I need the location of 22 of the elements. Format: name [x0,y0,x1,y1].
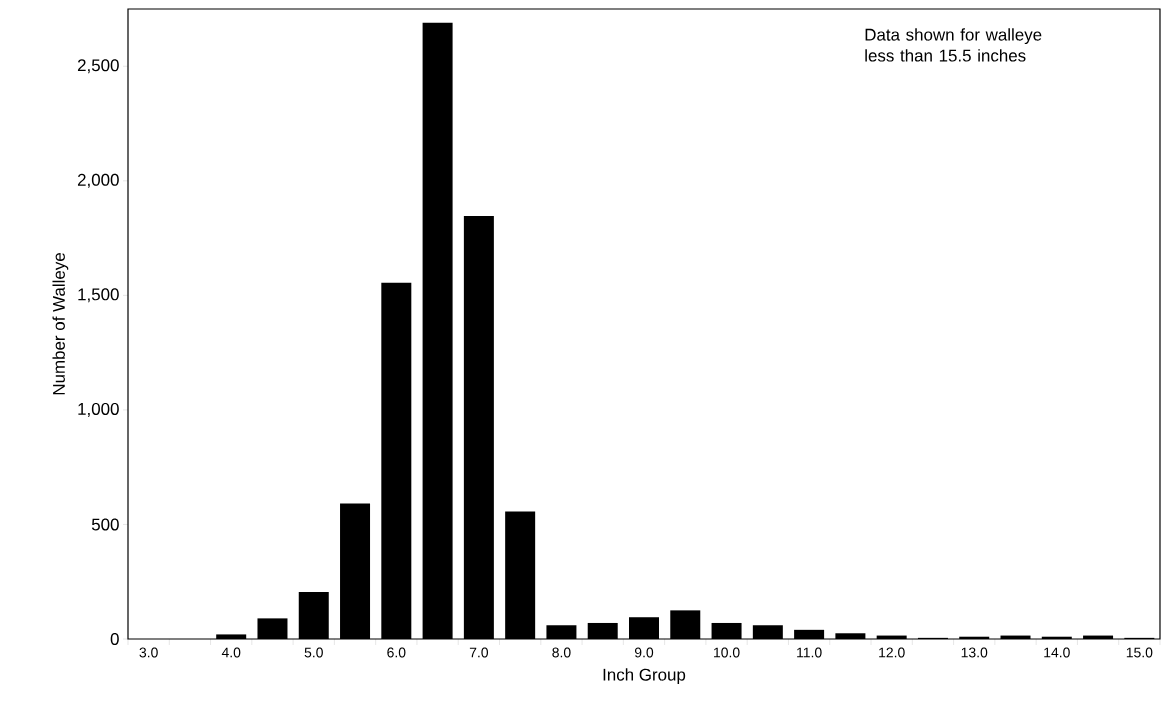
x-tick-label: 14.0 [1044,647,1070,658]
x-tick-label: 3.0 [139,647,158,658]
x-tick-label: 10.0 [714,647,740,658]
y-axis-title: Number of Walleye [52,253,69,395]
y-tick-label: 0 [110,633,119,645]
x-tick-label: 15.0 [1126,647,1153,658]
y-tick-label: 1,500 [78,288,119,303]
y-tick-label: 500 [91,518,119,531]
y-tick-label: 2,500 [77,59,119,74]
x-tick-label: 6.0 [387,647,406,658]
x-tick-label: 7.0 [469,647,489,658]
x-axis-title: Inch Group [603,668,686,685]
y-tick-label: 2,000 [77,173,119,188]
x-tick-label: 4.0 [221,647,241,658]
x-tick-label: 12.0 [879,647,905,658]
x-tick-label: 8.0 [552,647,571,658]
x-tick-label: 5.0 [304,647,323,658]
y-tick-label: 1,000 [78,402,119,417]
annotation: Data shown for walleye less than 15.5 inches [865,28,1042,62]
x-tick-label: 9.0 [634,647,654,658]
x-tick-label: 13.0 [961,647,988,658]
x-tick-label: 11.0 [797,647,822,658]
